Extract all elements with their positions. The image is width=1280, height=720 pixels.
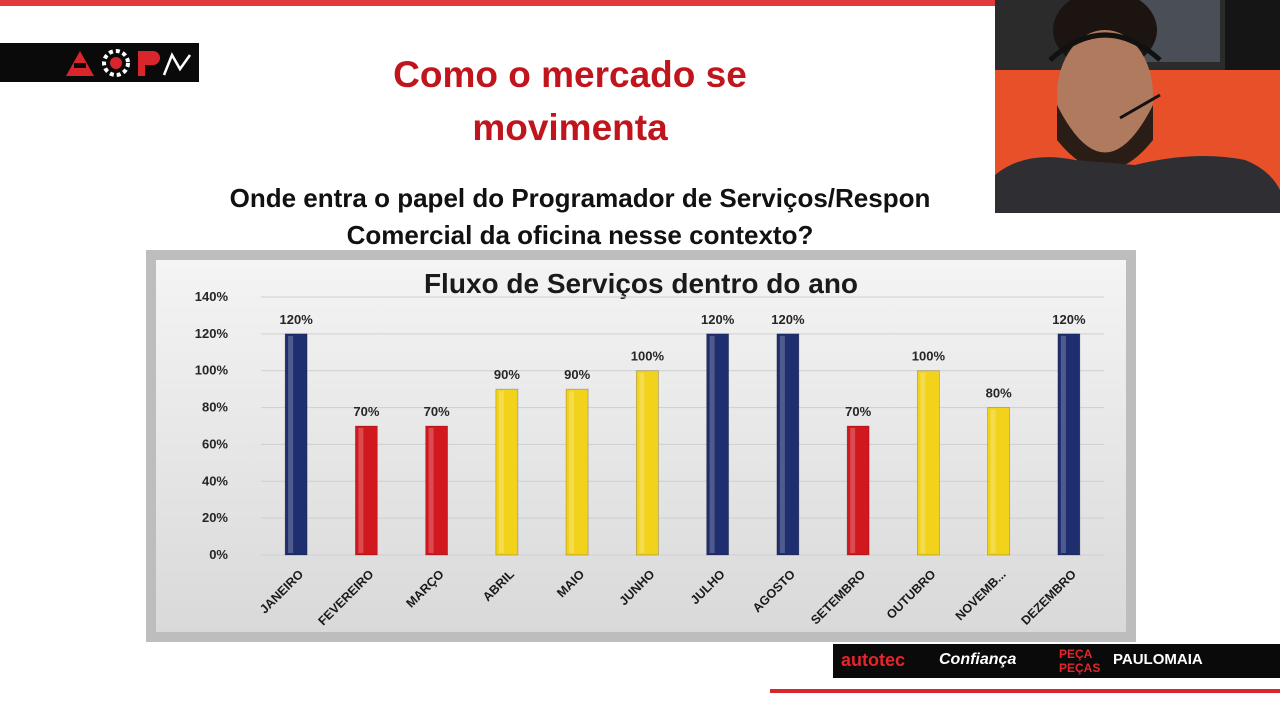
gear-logo-icon bbox=[102, 49, 130, 77]
bar-highlight bbox=[920, 372, 926, 553]
chart-title: Fluxo de Serviços dentro do ano bbox=[424, 268, 858, 299]
bar bbox=[635, 370, 659, 556]
slide-title: Como o mercado se movimenta bbox=[300, 48, 840, 154]
bar-highlight bbox=[358, 428, 364, 553]
data-label: 70% bbox=[424, 404, 450, 419]
bar-highlight bbox=[990, 409, 996, 553]
bar-chart: Fluxo de Serviços dentro do ano 0% 20% 40%… bbox=[146, 250, 1136, 642]
y-tick-label: 40% bbox=[202, 473, 228, 488]
auto-confianca-logo: Confiança bbox=[939, 651, 1017, 668]
bar bbox=[425, 425, 449, 556]
bar bbox=[846, 425, 870, 556]
brand-logos bbox=[66, 49, 192, 77]
bar-highlight bbox=[498, 391, 504, 553]
slide-title-line2: movimenta bbox=[472, 107, 668, 148]
data-label: 90% bbox=[564, 367, 590, 382]
data-label: 90% bbox=[494, 367, 520, 382]
slide-subtitle: Onde entra o papel do Programador de Ser… bbox=[170, 180, 990, 260]
slide-subtitle-line2: Comercial da oficina nesse contexto? bbox=[346, 220, 814, 250]
autotec-logo: autotec bbox=[841, 650, 906, 670]
bar-highlight bbox=[288, 335, 294, 553]
slide-subtitle-line1: Onde entra o papel do Programador de Ser… bbox=[229, 183, 931, 213]
presenter-video-image bbox=[995, 0, 1280, 213]
bar bbox=[495, 388, 519, 556]
bar-highlight bbox=[709, 335, 715, 553]
bar bbox=[1057, 333, 1081, 556]
sponsor-logo-strip: autotec Confiança PEÇA PEÇAS PAULOMAIA bbox=[833, 644, 1280, 678]
bar-highlight bbox=[779, 335, 785, 553]
bar bbox=[284, 333, 308, 556]
bar bbox=[354, 425, 378, 556]
bar-highlight bbox=[428, 428, 434, 553]
bar-highlight bbox=[1060, 335, 1066, 553]
data-label: 80% bbox=[986, 386, 1012, 401]
bar-highlight bbox=[850, 428, 856, 553]
data-label: 120% bbox=[701, 312, 735, 327]
data-label: 100% bbox=[631, 349, 665, 364]
paulo-maia-logo: PAULOMAIA bbox=[1113, 651, 1203, 668]
brand-logo-strip bbox=[0, 43, 199, 82]
bar bbox=[706, 333, 730, 556]
bar-highlight bbox=[639, 372, 645, 553]
y-tick-label: 140% bbox=[195, 289, 229, 304]
y-tick-label: 120% bbox=[195, 326, 229, 341]
top-accent-bar bbox=[0, 0, 995, 6]
y-tick-label: 100% bbox=[195, 363, 229, 378]
data-label: 120% bbox=[280, 312, 314, 327]
m-logo-icon bbox=[162, 52, 192, 76]
y-tick-label: 80% bbox=[202, 400, 228, 415]
data-label: 70% bbox=[353, 404, 379, 419]
slide-title-line1: Como o mercado se bbox=[393, 54, 747, 95]
bar bbox=[987, 407, 1011, 556]
bar bbox=[565, 388, 589, 556]
bar-highlight bbox=[569, 391, 575, 553]
bottom-accent-line bbox=[770, 689, 1280, 693]
data-label: 120% bbox=[771, 312, 805, 327]
triangle-logo-icon bbox=[66, 51, 94, 76]
peca-pecas-logo: PEÇA PEÇAS bbox=[1059, 647, 1101, 675]
data-label: 100% bbox=[912, 349, 946, 364]
bar-chart-svg: Fluxo de Serviços dentro do ano 0% 20% 40%… bbox=[146, 250, 1136, 642]
p-logo-icon bbox=[138, 51, 160, 76]
y-tick-label: 0% bbox=[209, 547, 228, 562]
y-tick-label: 60% bbox=[202, 436, 228, 451]
y-tick-label: 20% bbox=[202, 510, 228, 525]
data-label: 120% bbox=[1052, 312, 1086, 327]
bar bbox=[916, 370, 940, 556]
bar bbox=[776, 333, 800, 556]
data-label: 70% bbox=[845, 404, 871, 419]
presenter-webcam bbox=[995, 0, 1280, 213]
